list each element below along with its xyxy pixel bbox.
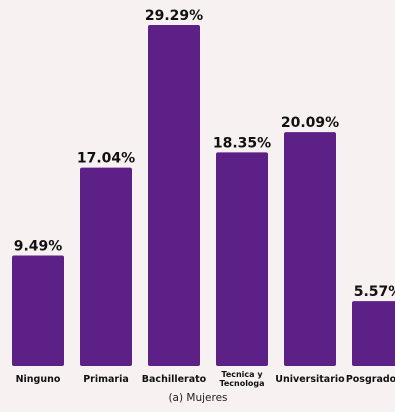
value-labels-group: 9.49% 17.04% 29.29% 18.35% 20.09% 5.57% <box>14 8 395 300</box>
value-label-2: 29.29% <box>145 8 203 24</box>
bar-4 <box>284 132 336 366</box>
category-labels-group: Ninguno Primaria Bachillerato Tecnica y Tecn… <box>16 370 395 388</box>
chart-caption: (a) Mujeres <box>168 392 227 404</box>
bar-0 <box>12 255 64 366</box>
category-label-0: Ninguno <box>16 374 61 385</box>
bars-group <box>12 25 395 366</box>
bar-3 <box>216 152 268 366</box>
bar-2 <box>148 25 200 366</box>
category-label-5: Posgrado <box>346 374 395 385</box>
category-label-4: Universitario <box>275 374 345 385</box>
bar-5 <box>352 301 395 366</box>
value-label-4: 20.09% <box>281 115 339 131</box>
category-label-1: Primaria <box>83 374 129 385</box>
category-label-3: Tecnica y Tecnologa <box>219 370 264 388</box>
value-label-1: 17.04% <box>77 151 135 167</box>
value-label-0: 9.49% <box>14 239 63 255</box>
value-label-3: 18.35% <box>213 135 271 151</box>
value-label-5: 5.57% <box>354 284 395 300</box>
bar-1 <box>80 167 132 366</box>
category-label-2: Bachillerato <box>142 374 207 385</box>
